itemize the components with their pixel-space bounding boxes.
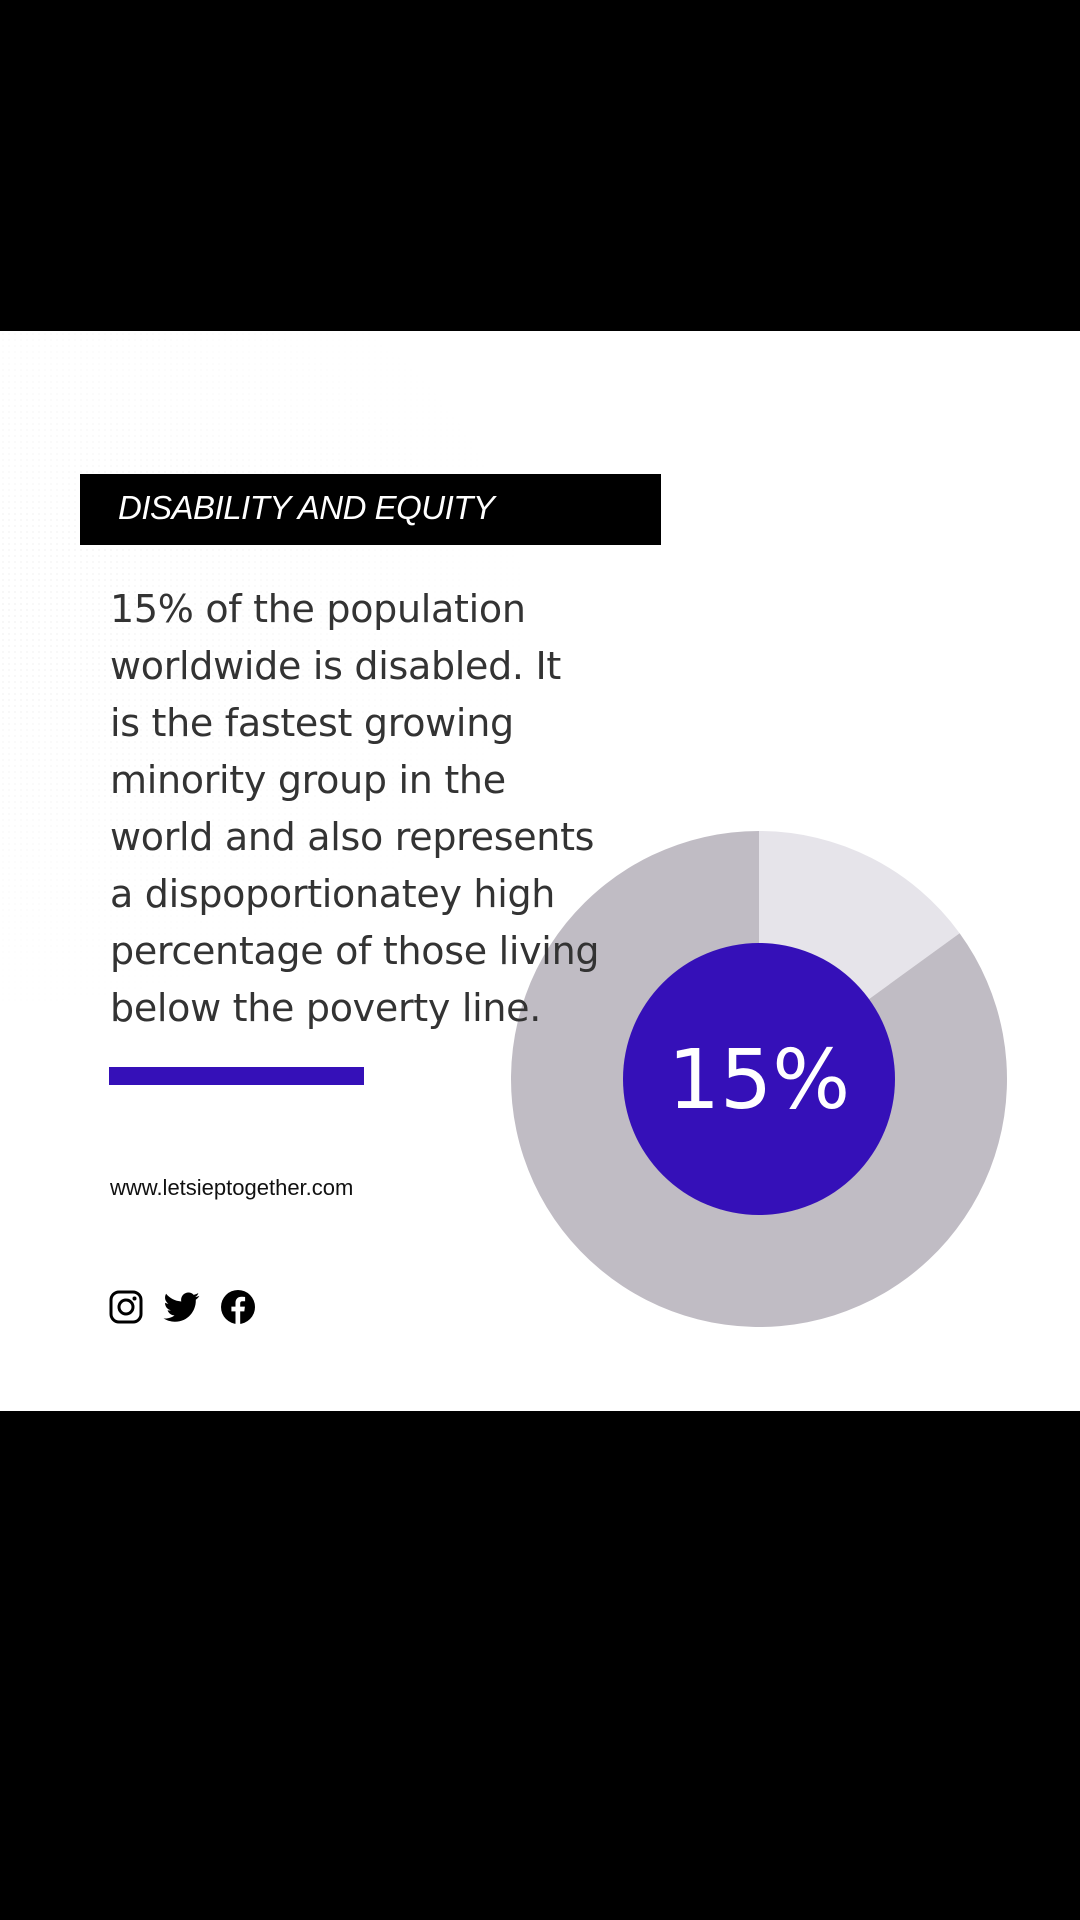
- donut-chart: 15%: [511, 831, 1007, 1327]
- twitter-icon[interactable]: [162, 1289, 202, 1325]
- background-texture: [0, 331, 560, 1031]
- accent-divider: [109, 1067, 364, 1085]
- body-line: below the poverty line.: [110, 986, 541, 1030]
- donut-center: [623, 943, 895, 1215]
- body-paragraph: 15% of the population worldwide is disab…: [110, 581, 630, 1037]
- facebook-icon[interactable]: [220, 1289, 256, 1325]
- page-title: DISABILITY AND EQUITY: [118, 489, 495, 526]
- body-line: a dispoportionatey high: [110, 872, 556, 916]
- chart-center-label: 15%: [668, 1033, 850, 1128]
- title-banner: DISABILITY AND EQUITY: [80, 474, 661, 545]
- body-line: world and also represents: [110, 815, 595, 859]
- body-line: is the fastest growing: [110, 701, 514, 745]
- body-line: minority group in the: [110, 758, 506, 802]
- instagram-icon[interactable]: [108, 1289, 144, 1325]
- pie-slice-1: [511, 831, 1007, 1327]
- website-link[interactable]: www.letsieptogether.com: [110, 1175, 354, 1200]
- body-line: percentage of those living: [110, 929, 600, 973]
- body-line: 15% of the population: [110, 587, 526, 631]
- infographic-card: DISABILITY AND EQUITY 15% of the populat…: [0, 331, 1080, 1411]
- body-line: worldwide is disabled. It: [110, 644, 561, 688]
- social-links: [108, 1289, 256, 1325]
